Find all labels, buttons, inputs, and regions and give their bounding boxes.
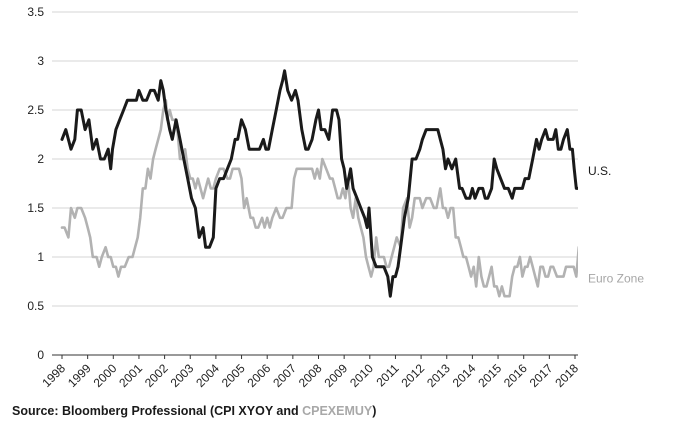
x-tick-label: 2009 xyxy=(321,361,350,390)
gridlines xyxy=(52,11,578,307)
source-note: Source: Bloomberg Professional (CPI XYOY… xyxy=(12,404,376,418)
series-line-euro-zone xyxy=(60,98,578,298)
y-tick-label: 1 xyxy=(37,250,44,264)
x-tick-label: 2015 xyxy=(475,361,504,390)
x-tick-label: 2017 xyxy=(527,361,556,390)
line-chart: 00.511.522.533.5 19981999200020012002200… xyxy=(27,5,644,390)
x-tick-label: 2007 xyxy=(270,361,299,390)
y-tick-label: 3 xyxy=(37,54,44,68)
x-tick-label: 2013 xyxy=(424,361,453,390)
y-tick-label: 2 xyxy=(37,152,44,166)
x-tick-label: 2008 xyxy=(296,361,325,390)
x-tick-label: 2002 xyxy=(142,361,171,390)
x-tick-label: 2006 xyxy=(245,361,274,390)
y-tick-label: 1.5 xyxy=(27,201,44,215)
x-tick-label: 2018 xyxy=(552,361,581,390)
y-tick-label: 2.5 xyxy=(27,103,44,117)
x-tick-label: 2011 xyxy=(373,361,401,389)
series-label-us: U.S. xyxy=(588,164,611,178)
series-line-us xyxy=(60,69,578,298)
y-tick-label: 3.5 xyxy=(27,5,44,19)
y-tick-label: 0 xyxy=(37,348,44,362)
x-tick-label: 2000 xyxy=(91,361,120,390)
x-axis-ticks: 1998199920002001200220032004200520062007… xyxy=(39,355,581,390)
source-euro-code: CPEXEMUY xyxy=(302,404,373,418)
x-tick-label: 2016 xyxy=(501,361,530,390)
x-tick-label: 2004 xyxy=(193,361,222,390)
x-tick-label: 2005 xyxy=(219,361,248,390)
y-axis-ticks: 0 0.5 1 1.5 2 2.5 3 3.5 xyxy=(27,5,44,362)
x-tick-label: 2003 xyxy=(168,361,197,390)
x-tick-label: 2012 xyxy=(398,361,427,390)
y-tick-label: 0.5 xyxy=(27,299,44,313)
x-tick-label: 2010 xyxy=(347,361,376,390)
source-text: Source: Bloomberg Professional (CPI XYOY… xyxy=(12,404,303,418)
series-lines xyxy=(60,69,578,298)
x-tick-label: 1999 xyxy=(65,361,94,390)
source-text-end: ) xyxy=(372,404,377,418)
x-tick-label: 2001 xyxy=(116,361,145,390)
x-tick-label: 1998 xyxy=(39,361,68,390)
series-label-euro-zone: Euro Zone xyxy=(588,272,644,286)
x-tick-label: 2014 xyxy=(450,361,479,390)
